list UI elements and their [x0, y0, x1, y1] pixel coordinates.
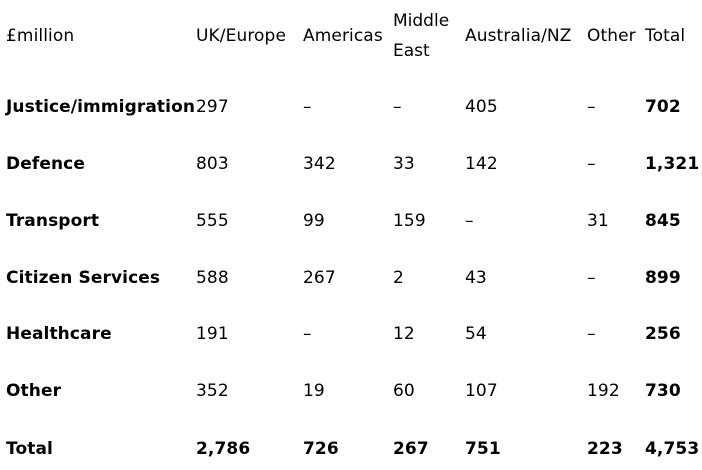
row-label: Transport: [6, 211, 100, 231]
table-cell: 159: [393, 211, 426, 231]
table-cell: 12: [393, 324, 415, 344]
total-row-cell: 751: [465, 439, 501, 459]
table-cell: 192: [587, 381, 620, 401]
table-cell: 142: [465, 154, 498, 174]
row-total-cell: 845: [645, 211, 681, 231]
row-label: Other: [6, 381, 62, 401]
column-header: UK/Europe: [196, 26, 287, 46]
table-cell: 588: [196, 268, 229, 288]
table-cell: –: [587, 97, 596, 117]
row-label: Healthcare: [6, 324, 112, 344]
total-row-cell: 2,786: [196, 439, 251, 459]
table-cell: 342: [303, 154, 336, 174]
row-total-cell: 730: [645, 381, 681, 401]
column-header: Australia/NZ: [465, 26, 572, 46]
column-header: Americas: [303, 26, 383, 46]
table-cell: 60: [393, 381, 415, 401]
table-cell: 297: [196, 97, 229, 117]
table-cell: –: [587, 324, 596, 344]
table-cell: –: [303, 97, 312, 117]
table-cell: 99: [303, 211, 325, 231]
table-cell: 803: [196, 154, 229, 174]
table-cell: –: [393, 97, 402, 117]
row-total-cell: 702: [645, 97, 681, 117]
row-label: Citizen Services: [6, 268, 161, 288]
row-total-cell: 899: [645, 268, 681, 288]
row-label: Defence: [6, 154, 85, 174]
row-total-cell: 1,321: [645, 154, 700, 174]
table-cell: 19: [303, 381, 325, 401]
table-cell: –: [587, 268, 596, 288]
column-header: Middle East: [393, 11, 450, 61]
table-cell: –: [465, 211, 474, 231]
total-row-label: Total: [6, 439, 53, 459]
table-cell: 267: [303, 268, 336, 288]
table-cell: 43: [465, 268, 487, 288]
table-cell: –: [303, 324, 312, 344]
table-cell: 191: [196, 324, 229, 344]
total-row-cell: 267: [393, 439, 429, 459]
table-cell: 405: [465, 97, 498, 117]
column-header: Total: [645, 26, 686, 46]
total-row-cell: 4,753: [645, 439, 700, 459]
table-cell: 107: [465, 381, 498, 401]
row-total-cell: 256: [645, 324, 681, 344]
row-label: Justice/immigration: [6, 97, 196, 117]
table-cell: 54: [465, 324, 487, 344]
table-cell: –: [587, 154, 596, 174]
table-cell: 31: [587, 211, 609, 231]
total-row-cell: 223: [587, 439, 623, 459]
header-unit-label: £million: [6, 26, 75, 46]
total-row-cell: 726: [303, 439, 339, 459]
column-header: Other: [587, 26, 636, 46]
table-cell: 2: [393, 268, 404, 288]
table-cell: 352: [196, 381, 229, 401]
table-cell: 555: [196, 211, 229, 231]
table-cell: 33: [393, 154, 415, 174]
